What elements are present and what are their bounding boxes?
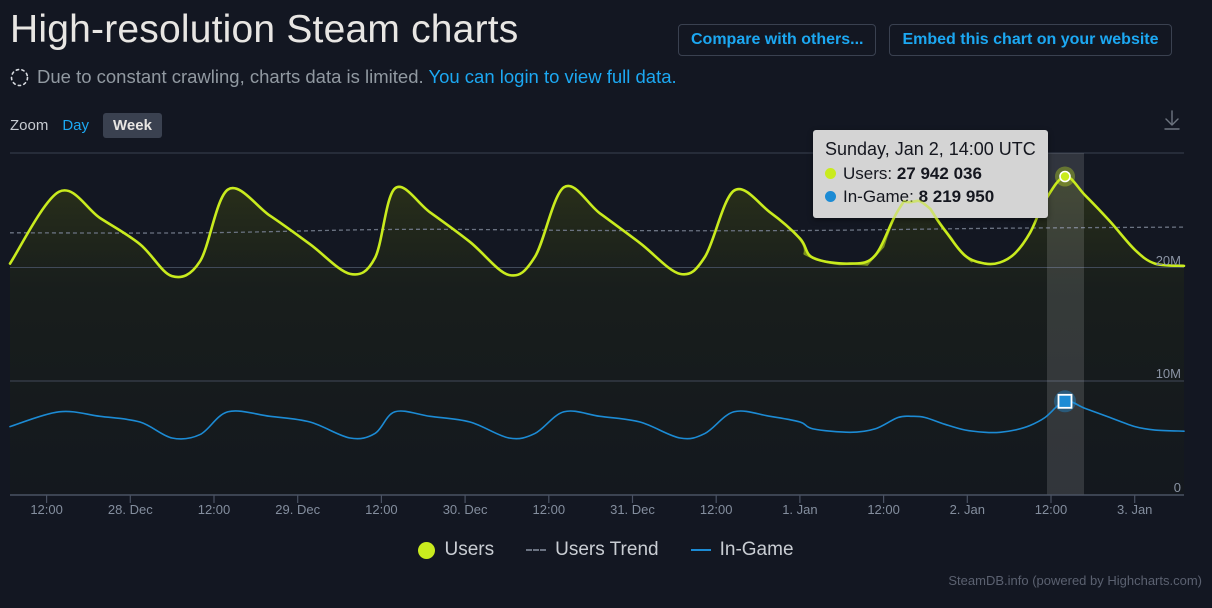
svg-text:0: 0 (1174, 480, 1181, 495)
svg-text:12:00: 12:00 (700, 502, 733, 517)
svg-text:28. Dec: 28. Dec (108, 502, 153, 517)
svg-text:30. Dec: 30. Dec (443, 502, 488, 517)
svg-text:29. Dec: 29. Dec (275, 502, 320, 517)
svg-text:2. Jan: 2. Jan (950, 502, 985, 517)
svg-text:12:00: 12:00 (198, 502, 231, 517)
svg-text:12:00: 12:00 (365, 502, 398, 517)
svg-text:12:00: 12:00 (30, 502, 63, 517)
svg-text:20M: 20M (1156, 253, 1181, 268)
svg-text:12:00: 12:00 (867, 502, 900, 517)
svg-text:12:00: 12:00 (533, 502, 566, 517)
svg-text:10M: 10M (1156, 366, 1181, 381)
svg-text:3. Jan: 3. Jan (1117, 502, 1152, 517)
svg-text:31. Dec: 31. Dec (610, 502, 655, 517)
svg-text:1. Jan: 1. Jan (782, 502, 817, 517)
svg-text:12:00: 12:00 (1035, 502, 1068, 517)
